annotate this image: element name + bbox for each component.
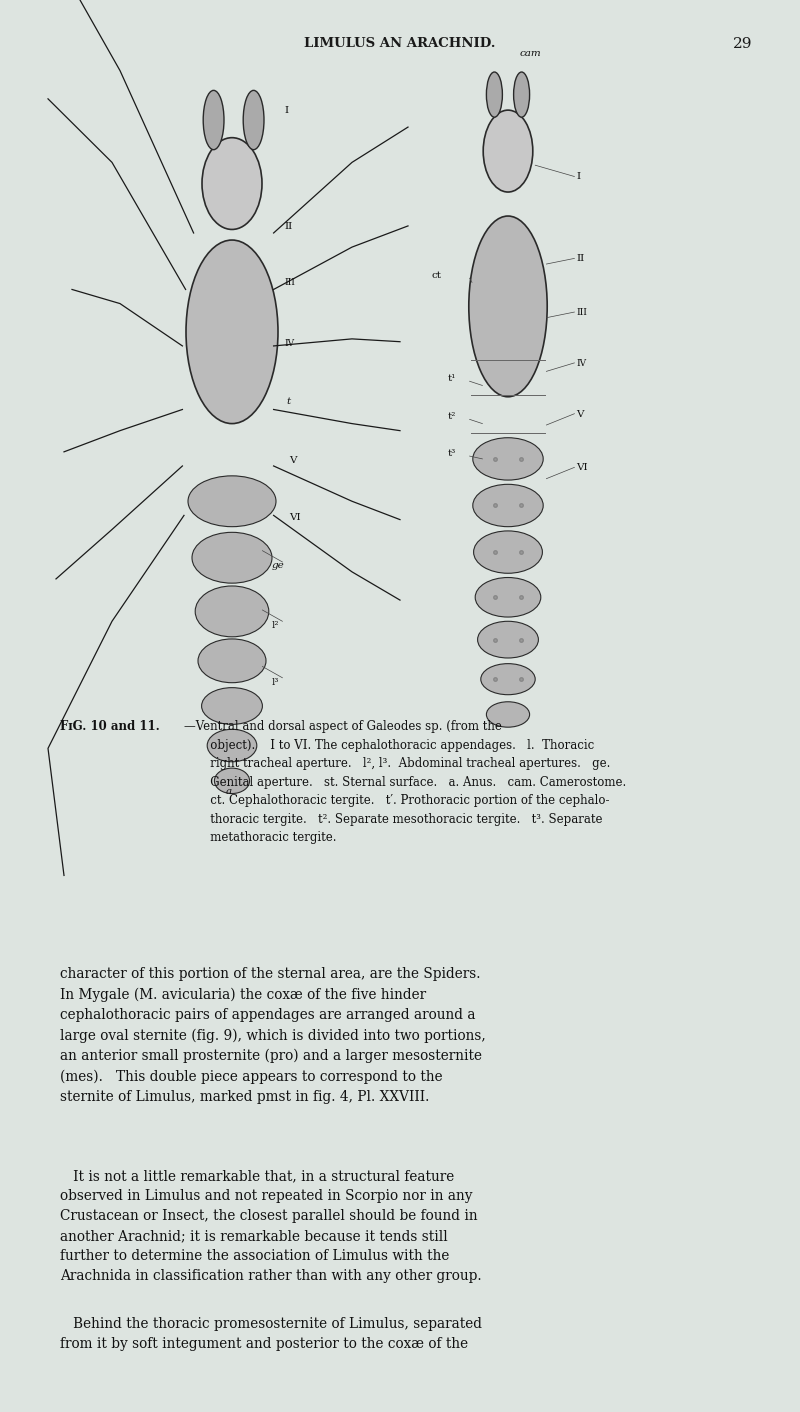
Ellipse shape [186, 240, 278, 424]
Text: ge: ge [272, 561, 285, 569]
Text: III: III [576, 308, 587, 316]
Ellipse shape [475, 578, 541, 617]
Ellipse shape [188, 476, 276, 527]
Text: IV: IV [576, 359, 586, 367]
Text: t³: t³ [448, 449, 456, 457]
Text: Behind the thoracic promesosternite of Limulus, separated
from it by soft integu: Behind the thoracic promesosternite of L… [60, 1317, 482, 1351]
Text: I: I [576, 172, 580, 181]
Text: cam: cam [520, 49, 542, 58]
Ellipse shape [478, 621, 538, 658]
Text: character of this portion of the sternal area, are the Spiders.
In Mygale (M. av: character of this portion of the sternal… [60, 967, 486, 1104]
Text: a: a [226, 786, 232, 795]
Text: II: II [576, 254, 584, 263]
Ellipse shape [486, 72, 502, 117]
Ellipse shape [202, 688, 262, 724]
Text: t¹: t¹ [448, 374, 456, 383]
Text: t²: t² [448, 412, 456, 421]
Ellipse shape [195, 586, 269, 637]
Text: IV: IV [284, 339, 294, 347]
Text: —Ventral and dorsal aspect of Galeodes sp. (from the
       object).    I to VI.: —Ventral and dorsal aspect of Galeodes s… [184, 720, 626, 844]
Text: FɪG. 10 and 11.: FɪG. 10 and 11. [60, 720, 160, 733]
Ellipse shape [192, 532, 272, 583]
Ellipse shape [474, 531, 542, 573]
Text: II: II [284, 222, 292, 230]
Text: l²: l² [272, 621, 279, 630]
Ellipse shape [203, 90, 224, 150]
Text: I: I [284, 106, 288, 114]
Text: LIMULUS AN ARACHNID.: LIMULUS AN ARACHNID. [304, 37, 496, 49]
Ellipse shape [486, 702, 530, 727]
Ellipse shape [514, 72, 530, 117]
Ellipse shape [198, 640, 266, 683]
Ellipse shape [202, 138, 262, 230]
Text: l³: l³ [272, 678, 279, 686]
Text: ct: ct [432, 271, 442, 280]
Ellipse shape [207, 729, 257, 762]
Text: It is not a little remarkable that, in a structural feature
observed in Limulus : It is not a little remarkable that, in a… [60, 1169, 482, 1284]
Ellipse shape [473, 484, 543, 527]
Text: VI: VI [290, 513, 302, 521]
Text: 29: 29 [733, 37, 752, 51]
Ellipse shape [214, 768, 250, 794]
Text: t: t [286, 397, 290, 405]
Ellipse shape [483, 110, 533, 192]
Ellipse shape [473, 438, 543, 480]
Text: III: III [284, 278, 295, 287]
Text: VI: VI [576, 463, 588, 472]
Ellipse shape [243, 90, 264, 150]
Text: V: V [576, 409, 583, 418]
Text: V: V [290, 456, 297, 465]
Ellipse shape [469, 216, 547, 397]
Ellipse shape [481, 664, 535, 695]
